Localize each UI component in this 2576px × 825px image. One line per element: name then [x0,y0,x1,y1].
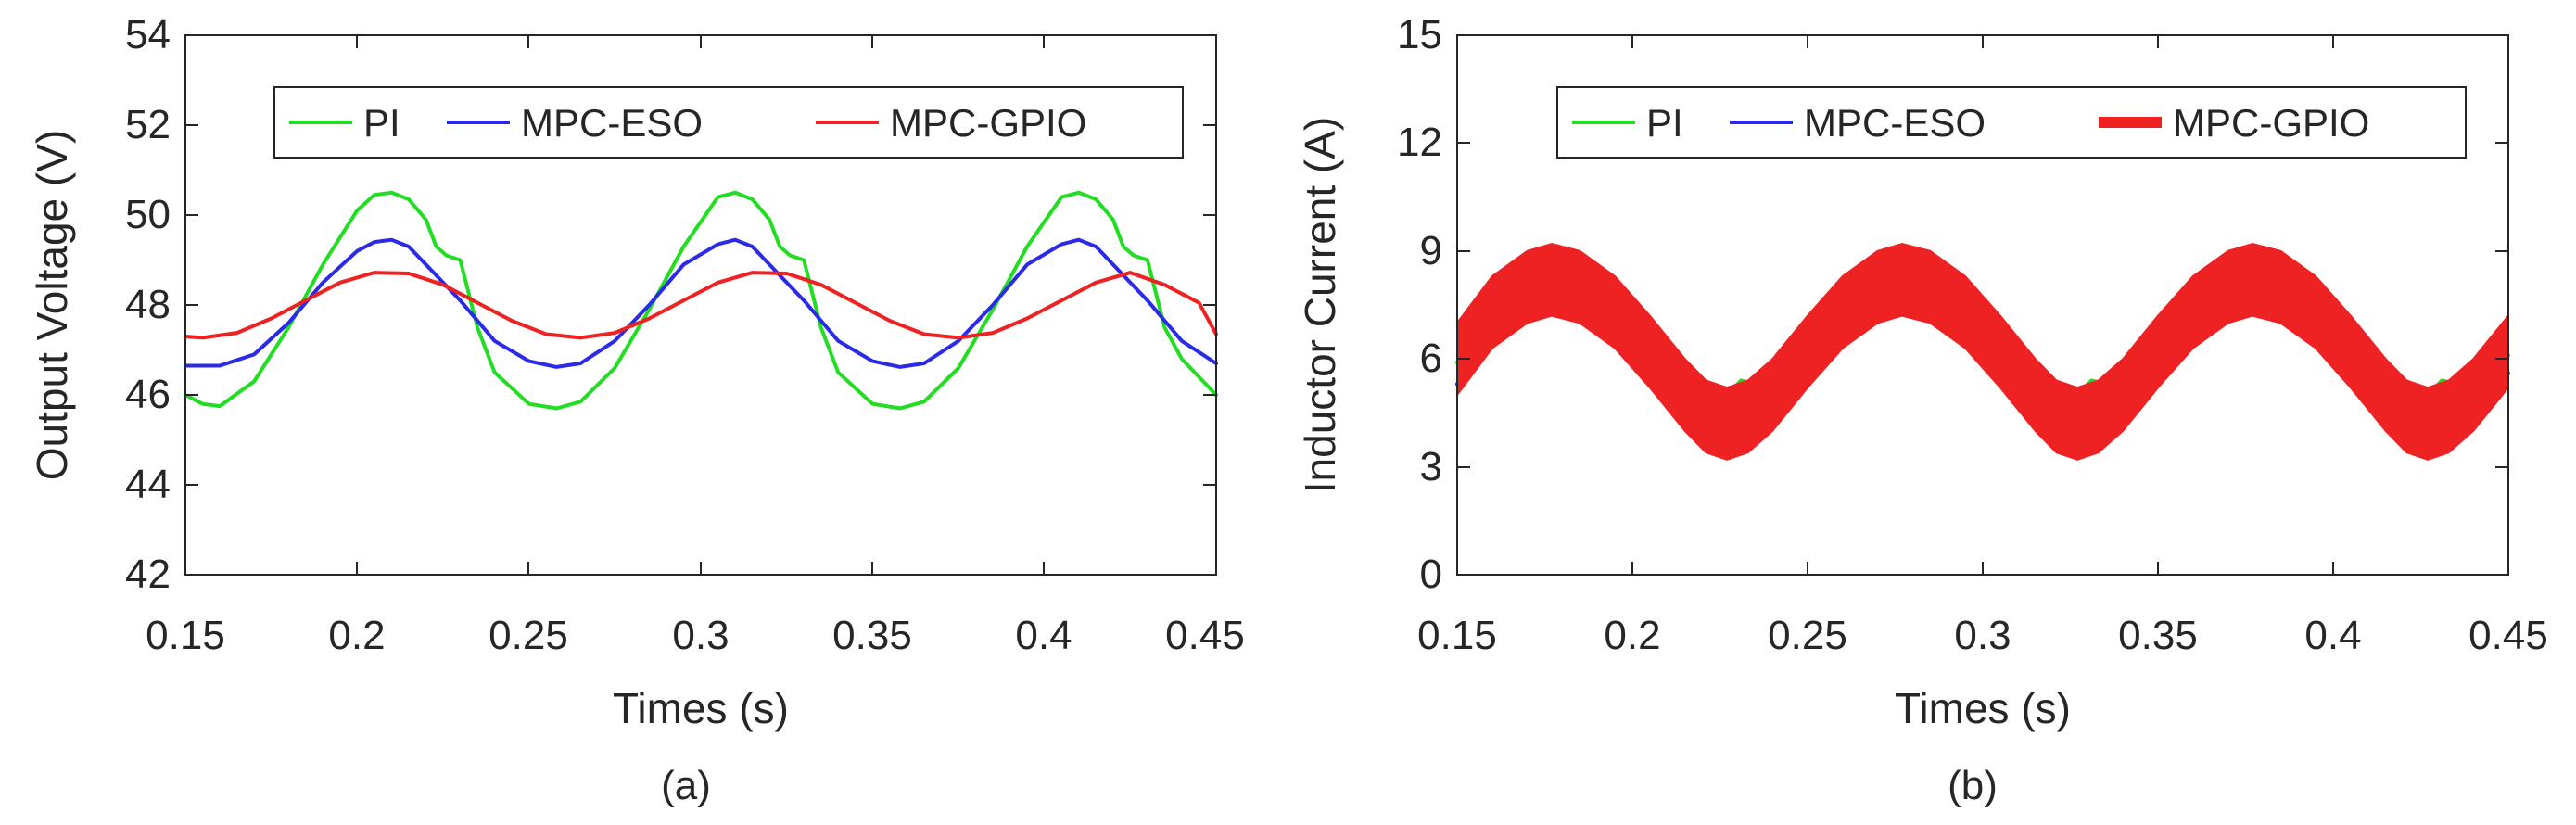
x-tick-label: 0.4 [1015,613,1072,658]
x-tick-label: 0.2 [328,613,385,658]
legend-b: PI MPC-ESO MPC-GPIO [1556,86,2467,159]
series-line-mpc-gpio [184,271,1218,340]
panel-b: 0 3 6 9 12 15 0.15 0.2 0.25 0.3 0.35 0.4… [1296,12,2548,808]
legend-box-a [273,86,1184,159]
y-tick-label: 6 [1420,336,1442,381]
x-tick-label: 0.35 [832,613,912,658]
x-tick-label: 0.3 [672,613,729,658]
x-axis-label-b: Times (s) [1895,684,2071,732]
x-tick-label: 0.15 [146,613,225,658]
panel-a: 42 44 46 48 50 52 54 0.15 0.2 0.25 0.3 0… [28,12,1245,808]
legend-box-b [1556,86,2467,159]
series-line-mpc-eso [184,237,1218,369]
y-tick-label: 12 [1397,120,1442,165]
x-tick-label: 0.15 [1417,613,1497,658]
y-ticks-b: 0 3 6 9 12 15 [1397,12,2508,597]
x-tick-label: 0.25 [1768,613,1847,658]
x-ticks-a: 0.15 0.2 0.25 0.3 0.35 0.4 0.45 [146,35,1245,658]
y-tick-label: 50 [125,192,171,237]
legend-label-pi: PI [1646,101,1683,145]
y-tick-label: 54 [125,12,171,57]
y-tick-label: 9 [1420,228,1442,273]
legend-a: PI MPC-ESO MPC-GPIO [273,86,1184,159]
y-tick-label: 46 [125,372,171,417]
y-axis-label-b: Inductor Current (A) [1296,117,1344,493]
y-tick-label: 52 [125,102,171,147]
x-tick-label: 0.25 [489,613,568,658]
x-tick-label: 0.35 [2118,613,2198,658]
x-tick-label: 0.3 [1954,613,2011,658]
legend-label-pi: PI [363,101,400,145]
legend-label-mpc-gpio: MPC-GPIO [2173,101,2369,145]
series-group-b [1455,242,2510,461]
x-ticks-b: 0.15 0.2 0.25 0.3 0.35 0.4 0.45 [1417,35,2548,658]
legend-label-mpc-gpio: MPC-GPIO [890,101,1086,145]
series-line-pi [184,190,1218,411]
caption-a: (a) [661,763,711,808]
y-tick-label: 15 [1397,12,1442,57]
y-axis-label-a: Output Voltage (V) [28,130,76,480]
x-tick-label: 0.45 [1165,613,1245,658]
series-group-a [184,190,1218,411]
y-tick-label: 0 [1420,552,1442,597]
y-tick-label: 3 [1420,444,1442,489]
y-tick-label: 48 [125,282,171,327]
y-tick-label: 44 [125,462,171,507]
x-tick-label: 0.4 [2304,613,2361,658]
caption-b: (b) [1948,763,1998,808]
x-tick-label: 0.2 [1604,613,1660,658]
y-tick-label: 42 [125,552,171,597]
y-ticks-a: 42 44 46 48 50 52 54 [125,12,1216,597]
legend-label-mpc-eso: MPC-ESO [1804,101,1986,145]
x-tick-label: 0.45 [2468,613,2548,658]
legend-label-mpc-eso: MPC-ESO [521,101,703,145]
x-axis-label-a: Times (s) [613,684,789,732]
